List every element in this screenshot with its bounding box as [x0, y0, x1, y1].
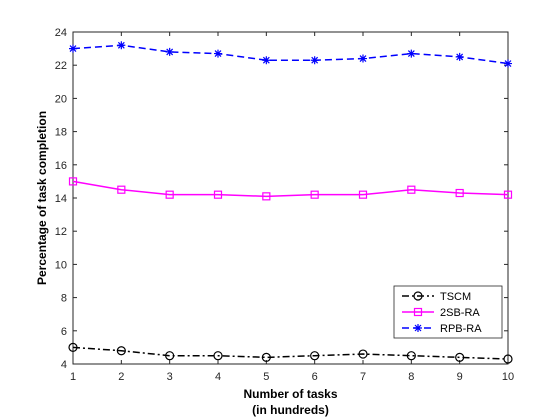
legend: TSCM 2SB-RA RPB-RA — [393, 285, 503, 339]
y-tick-label: 20 — [55, 93, 67, 105]
x-tick-label: 6 — [312, 371, 318, 383]
series-line-rpb-ra — [72, 44, 509, 65]
data-point-tscm — [358, 349, 368, 359]
y-tick-label: 14 — [55, 193, 67, 205]
data-point-tscm — [165, 351, 175, 361]
x-tick-label: 2 — [118, 371, 124, 383]
data-point-2sb-ra — [407, 185, 416, 194]
legend-entry-rpb-ra: RPB-RA — [402, 323, 482, 335]
legend-label-rpb-ra: RPB-RA — [440, 323, 482, 335]
y-tick-label: 16 — [55, 160, 67, 172]
legend-entry-2sb-ra: 2SB-RA — [402, 307, 480, 319]
data-point-tscm — [68, 342, 78, 352]
x-tick-label: 10 — [502, 371, 514, 383]
legend-marker-2sb-ra — [413, 307, 423, 317]
data-point-2sb-ra — [213, 190, 223, 199]
data-point-rpb-ra — [407, 49, 416, 58]
series-rpb-ra — [69, 41, 512, 68]
x-axis-title-line-1: Number of tasks — [243, 387, 337, 401]
legend-marker-tscm — [413, 291, 423, 301]
legend-label-tscm: TSCM — [440, 291, 471, 303]
y-tick-label: 4 — [61, 359, 67, 371]
series-2sb-ra — [68, 177, 513, 201]
data-point-tscm — [261, 352, 271, 362]
legend-entry-tscm: TSCM — [402, 291, 471, 303]
data-point-rpb-ra — [214, 49, 222, 58]
y-tick-label: 6 — [61, 326, 67, 338]
x-tick-label: 9 — [457, 371, 463, 383]
data-point-rpb-ra — [69, 44, 77, 53]
data-point-rpb-ra — [455, 52, 464, 61]
data-point-tscm — [116, 346, 126, 356]
x-tick-label: 3 — [167, 371, 173, 383]
x-tick-label: 5 — [263, 371, 269, 383]
x-tick-label: 4 — [215, 371, 221, 383]
legend-marker-rpb-ra — [414, 324, 422, 332]
data-point-tscm — [455, 352, 465, 362]
legend-label-2sb-ra: 2SB-RA — [440, 307, 480, 319]
x-axis-title-line-2: (in hundreds) — [252, 403, 329, 417]
x-tick-label: 8 — [408, 371, 414, 383]
y-tick-label: 12 — [55, 226, 67, 238]
series-tscm — [68, 342, 513, 364]
series-layer — [68, 41, 513, 364]
y-tick-label: 10 — [55, 259, 67, 271]
x-tick-label: 1 — [70, 371, 76, 383]
data-point-2sb-ra — [310, 190, 319, 199]
data-point-rpb-ra — [262, 56, 271, 65]
series-line-2sb-ra — [72, 180, 509, 198]
data-point-2sb-ra — [68, 177, 78, 186]
data-point-rpb-ra — [310, 56, 319, 65]
data-point-2sb-ra — [165, 190, 174, 199]
y-tick-label: 22 — [55, 60, 67, 72]
data-point-tscm — [503, 354, 513, 364]
data-point-2sb-ra — [117, 185, 126, 194]
data-point-rpb-ra — [359, 54, 367, 63]
data-point-2sb-ra — [262, 192, 271, 201]
y-tick-label: 8 — [61, 293, 67, 305]
data-point-rpb-ra — [504, 59, 512, 68]
data-point-rpb-ra — [117, 41, 126, 50]
series-line-tscm — [72, 346, 509, 360]
data-point-rpb-ra — [165, 47, 174, 56]
data-point-tscm — [213, 351, 223, 361]
data-point-2sb-ra — [455, 188, 464, 198]
y-tick-label: 24 — [55, 27, 67, 39]
y-axis-title: Percentage of task completion — [35, 111, 49, 285]
data-point-2sb-ra — [358, 190, 368, 199]
y-tick-label: 18 — [55, 127, 67, 139]
x-tick-label: 7 — [360, 371, 366, 383]
data-point-tscm — [406, 351, 416, 361]
data-point-tscm — [310, 351, 320, 361]
data-point-2sb-ra — [503, 190, 513, 199]
